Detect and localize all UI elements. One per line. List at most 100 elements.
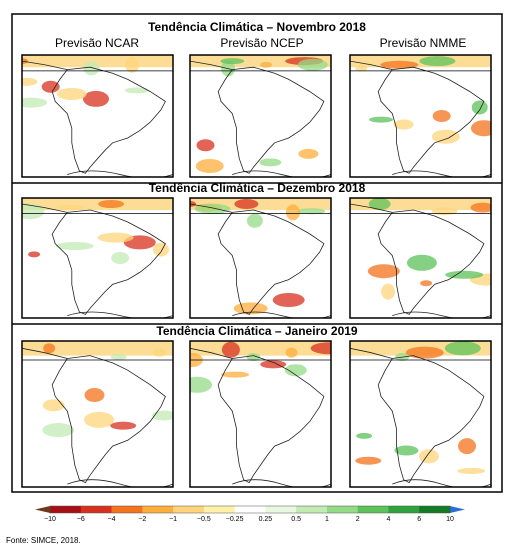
map-fields bbox=[22, 55, 173, 177]
field-blob bbox=[41, 80, 60, 93]
colorbar-label: 4 bbox=[387, 516, 391, 523]
field-blob bbox=[152, 242, 169, 257]
colorbar-segment bbox=[111, 506, 143, 513]
field-blob bbox=[259, 158, 282, 167]
colorbar-segment bbox=[203, 506, 235, 513]
field-blob bbox=[195, 159, 224, 174]
field-blob bbox=[431, 129, 460, 144]
field-blob bbox=[260, 61, 273, 68]
field-blob bbox=[84, 388, 105, 403]
map-background bbox=[22, 198, 173, 318]
field-blob bbox=[56, 204, 85, 211]
map-fields bbox=[350, 341, 491, 487]
field-blob bbox=[284, 364, 307, 377]
map-frame bbox=[21, 197, 174, 319]
field-blob bbox=[458, 438, 477, 455]
map-panel bbox=[349, 197, 492, 319]
colorbar-segment bbox=[296, 506, 328, 513]
map-frame bbox=[189, 340, 332, 488]
map-panel bbox=[189, 340, 332, 488]
field-blob bbox=[22, 77, 38, 86]
field-blob bbox=[297, 58, 328, 71]
colorbar-segment bbox=[173, 506, 205, 513]
coastline bbox=[190, 347, 233, 359]
map-panel bbox=[189, 54, 332, 178]
field-blob bbox=[380, 60, 419, 69]
antarctic-coast bbox=[392, 311, 491, 318]
colorbar-label: −6 bbox=[77, 516, 85, 523]
map-frame bbox=[349, 54, 492, 178]
field-blob bbox=[310, 342, 331, 355]
coastline bbox=[377, 66, 485, 174]
field-blob bbox=[381, 283, 396, 300]
coastline bbox=[51, 209, 166, 315]
antarctic-coast bbox=[67, 479, 173, 487]
coastline bbox=[190, 60, 233, 71]
colorbar-label: −4 bbox=[108, 516, 116, 523]
colorbar-label: 1 bbox=[325, 516, 329, 523]
coastline bbox=[22, 347, 68, 359]
field-blob bbox=[125, 56, 140, 73]
map-panel bbox=[21, 197, 174, 319]
map-fields bbox=[350, 55, 491, 177]
field-blob bbox=[221, 371, 250, 378]
field-blob bbox=[221, 341, 240, 358]
antarctic-coast bbox=[232, 479, 331, 487]
field-blob bbox=[444, 341, 481, 356]
map-panel bbox=[189, 197, 332, 319]
field-blob bbox=[355, 456, 382, 465]
field-blob bbox=[82, 90, 109, 107]
colorbar-segment bbox=[265, 506, 297, 513]
antarctic-coast bbox=[67, 311, 173, 318]
colorbar-segment bbox=[80, 506, 112, 513]
field-band bbox=[190, 341, 331, 356]
map-frame bbox=[349, 197, 492, 319]
field-blob bbox=[393, 119, 414, 130]
coastline bbox=[51, 66, 166, 174]
field-blob bbox=[246, 353, 261, 362]
coastline bbox=[217, 355, 325, 484]
field-blob bbox=[297, 208, 326, 215]
field-blob bbox=[246, 213, 263, 228]
field-blob bbox=[367, 264, 400, 279]
antarctic-coast bbox=[232, 311, 331, 318]
field-blob bbox=[196, 139, 215, 152]
field-blob bbox=[405, 346, 444, 359]
antarctic-coast bbox=[392, 479, 491, 487]
field-blob bbox=[369, 116, 394, 123]
colorbar-label: −1 bbox=[169, 516, 177, 523]
colorbar-segment bbox=[357, 506, 389, 513]
antarctic-coast bbox=[67, 170, 173, 177]
field-blob bbox=[42, 423, 75, 438]
field-blob bbox=[56, 88, 87, 101]
field-blob bbox=[190, 201, 196, 207]
coastline bbox=[22, 60, 68, 71]
field-blob bbox=[151, 410, 173, 421]
coastline bbox=[217, 66, 325, 174]
field-blob bbox=[42, 399, 65, 412]
colorbar-extend bbox=[450, 506, 465, 513]
coastline bbox=[350, 347, 393, 359]
field-blob bbox=[233, 302, 268, 315]
field-blob bbox=[470, 120, 491, 137]
colorbar-frame bbox=[49, 505, 451, 514]
map-panel bbox=[349, 340, 492, 488]
map-fields bbox=[350, 198, 491, 318]
field-blob bbox=[285, 204, 300, 221]
map-fields bbox=[22, 198, 173, 318]
field-blob bbox=[420, 280, 433, 287]
map-background bbox=[22, 55, 173, 177]
field-blob bbox=[394, 445, 419, 456]
colorbar-extend bbox=[35, 506, 50, 513]
field-blob bbox=[260, 360, 287, 369]
map-panel bbox=[21, 340, 174, 488]
field-blob bbox=[111, 252, 130, 264]
field-band bbox=[22, 198, 173, 210]
coastline bbox=[377, 209, 485, 315]
map-panel bbox=[349, 54, 492, 178]
map-fields bbox=[190, 341, 331, 487]
map-fields bbox=[190, 55, 331, 177]
column-label: Previsão NCEP bbox=[220, 36, 303, 50]
outer-frame bbox=[11, 13, 503, 493]
